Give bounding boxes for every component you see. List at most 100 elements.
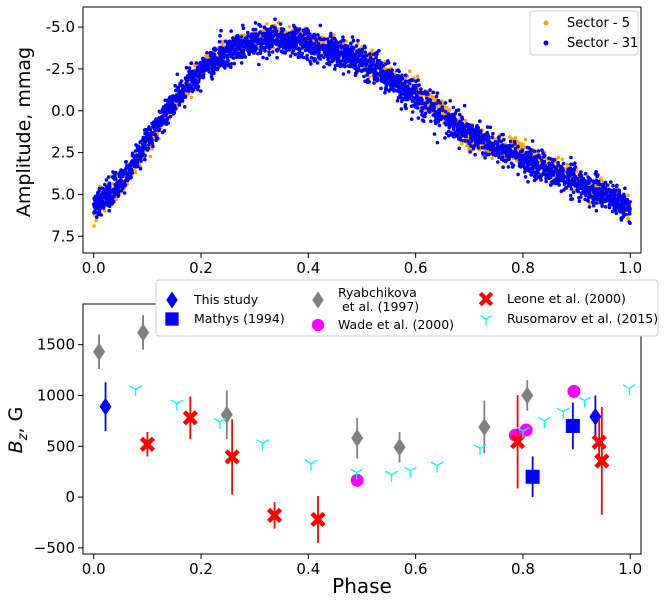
series-leone-et-al-2000 (139, 394, 610, 543)
data-point (625, 197, 630, 202)
data-point (443, 101, 448, 105)
data-point (557, 177, 562, 182)
legend-label-leone-et-al-2000: Leone et al. (2000) (507, 291, 626, 306)
data-point (323, 45, 328, 50)
series-mathys-1994 (525, 402, 580, 498)
data-point (250, 49, 254, 54)
data-point (283, 41, 288, 45)
data-point (433, 121, 438, 126)
data-point (309, 62, 313, 66)
data-point (356, 38, 360, 43)
data-point (453, 111, 458, 115)
data-point (250, 32, 255, 36)
data-point (225, 59, 230, 63)
data-point (587, 205, 592, 209)
data-point (350, 473, 364, 487)
data-point (129, 171, 134, 175)
data-point (367, 58, 372, 63)
data-point (147, 125, 151, 129)
data-point (349, 48, 354, 53)
data-point (104, 188, 108, 192)
data-point (400, 76, 405, 81)
data-point (329, 47, 333, 52)
data-point (421, 119, 426, 123)
data-point (560, 157, 565, 162)
data-point (304, 459, 318, 471)
data-point (260, 32, 265, 36)
data-point (577, 196, 581, 200)
data-point (395, 85, 400, 89)
legend-label-this-study: This study (193, 292, 259, 307)
data-point (172, 110, 176, 114)
data-point (353, 55, 358, 60)
data-point (188, 69, 192, 74)
data-point (405, 85, 410, 90)
data-point (161, 118, 166, 122)
data-point (182, 410, 198, 426)
data-point (435, 140, 440, 145)
data-point (122, 191, 127, 195)
data-point (265, 22, 269, 26)
data-point (522, 164, 526, 169)
data-point (208, 50, 213, 55)
data-point (611, 197, 616, 201)
bottom-x-axis-label: Phase (332, 574, 392, 598)
data-point (141, 135, 146, 140)
data-point (346, 64, 351, 68)
data-point (539, 175, 543, 179)
data-point (197, 68, 201, 73)
data-point (507, 155, 512, 159)
data-point (443, 110, 448, 114)
data-point (179, 92, 184, 97)
legend-marker-this-study (166, 291, 178, 309)
data-point (270, 36, 274, 41)
data-point (232, 61, 237, 66)
data-point (449, 120, 454, 125)
data-point (536, 149, 541, 153)
data-point (362, 74, 366, 79)
data-point (284, 34, 288, 38)
data-point (168, 114, 173, 119)
data-point (570, 197, 575, 201)
data-point (541, 171, 546, 175)
data-point (122, 169, 127, 173)
data-point (190, 75, 195, 80)
data-point (309, 39, 313, 44)
data-point (597, 197, 601, 202)
data-point (364, 63, 368, 67)
data-point (593, 187, 597, 192)
data-point (508, 144, 512, 148)
data-point (443, 121, 447, 125)
data-point (614, 184, 619, 189)
data-point (539, 178, 543, 182)
series-ryabchikova-et-al-1997 (93, 315, 534, 463)
data-point (403, 104, 408, 109)
data-point (366, 77, 370, 82)
data-point (458, 138, 463, 142)
data-point (372, 81, 376, 85)
data-point (399, 99, 404, 104)
data-point (409, 104, 414, 108)
data-point (392, 62, 397, 66)
data-point (424, 96, 429, 101)
data-point (480, 145, 485, 150)
data-point (223, 53, 227, 57)
data-point (182, 105, 187, 109)
data-point (592, 190, 597, 195)
data-point (603, 186, 608, 191)
data-point (468, 150, 472, 154)
data-point (551, 172, 556, 176)
data-point (520, 144, 525, 148)
data-point (472, 144, 477, 148)
data-point (349, 59, 354, 63)
data-point (267, 53, 272, 57)
y-tick-label: 2.5 (51, 144, 75, 162)
data-point (138, 166, 143, 171)
data-point (319, 37, 323, 42)
data-point (297, 27, 302, 31)
data-point (251, 38, 256, 43)
data-point (333, 67, 337, 71)
data-point (396, 95, 401, 100)
data-point (316, 33, 320, 37)
data-point (430, 461, 444, 473)
